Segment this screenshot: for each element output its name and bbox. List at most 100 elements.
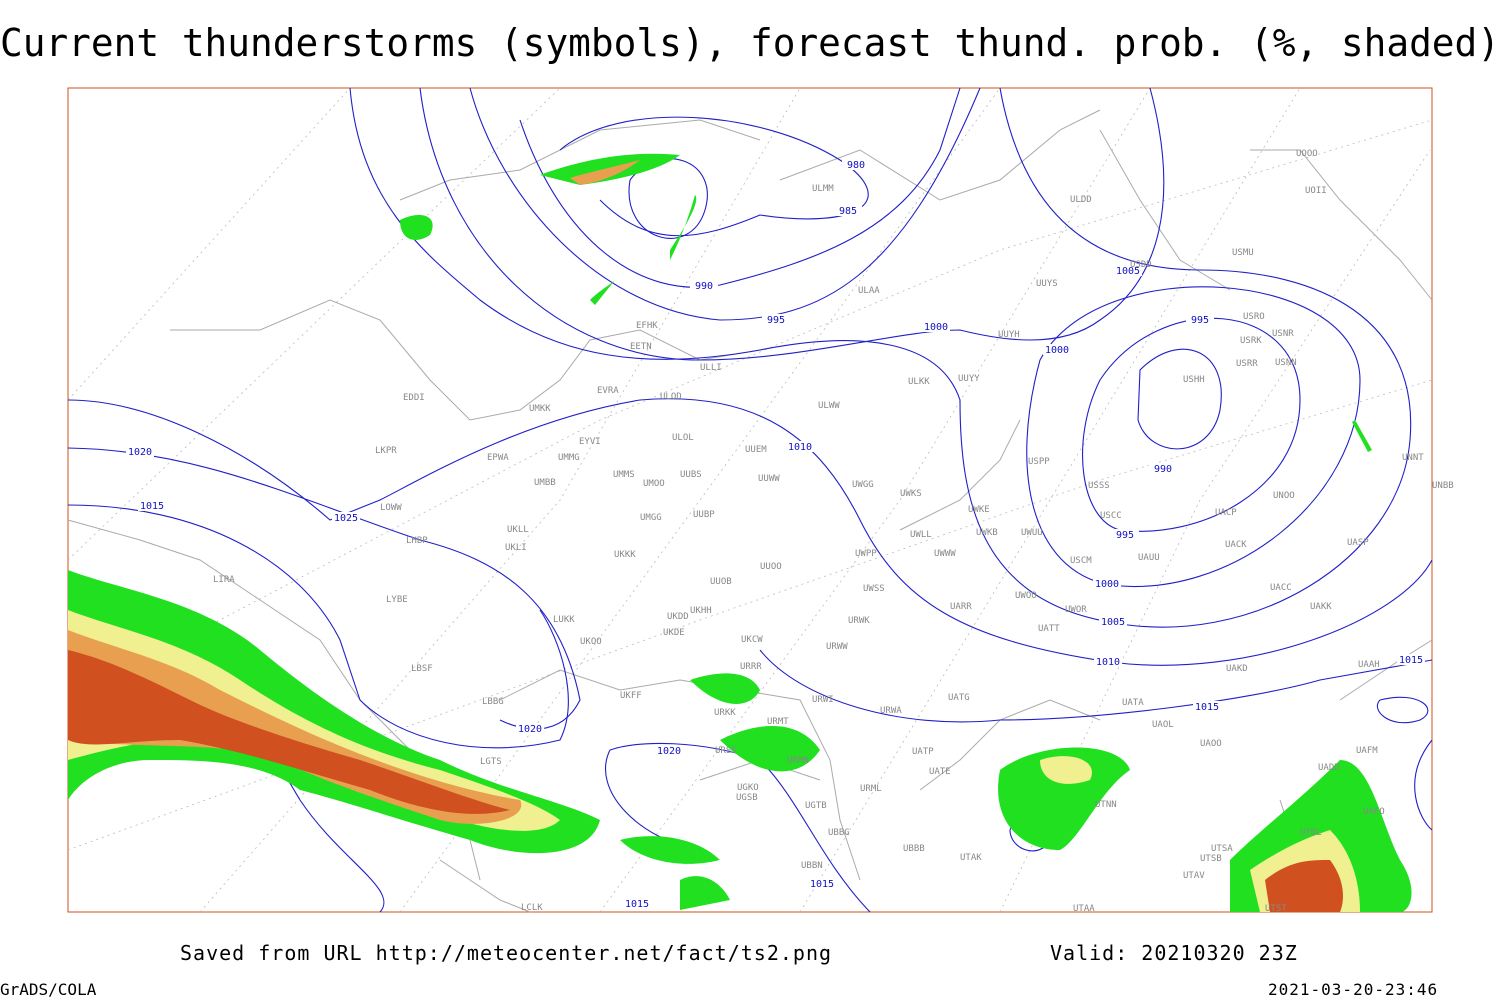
station-label: ULWW [818,401,840,411]
timestamp: 2021-03-20-23:46 [1268,980,1438,999]
station-label: URKK [714,708,736,718]
station-label: UTST [1265,904,1287,914]
station-label: UUOB [710,577,732,587]
station-label: LBBG [482,697,504,707]
station-label: UMBB [534,478,556,488]
station-label: UUBS [680,470,702,480]
isobar-label: 995 [1191,315,1209,326]
station-label: UKDE [663,628,685,638]
isobar-label: 1015 [625,899,649,910]
station-label: LKPR [375,446,397,456]
station-label: UWWW [934,549,956,559]
station-label: UWUU [1021,528,1043,538]
station-label: UWGG [852,480,874,490]
station-label: LBSF [411,664,433,674]
isobar-label: 995 [767,315,785,326]
station-label: EFHK [636,321,658,331]
station-label: UACP [1215,508,1237,518]
station-label: URWI [812,695,834,705]
station-label: UTSA [1211,844,1233,854]
station-label: UAKK [1310,602,1332,612]
station-label: LUKK [553,615,575,625]
station-label: UUYS [1036,279,1058,289]
station-label: UAUU [1138,553,1160,563]
station-label: UKDD [667,612,689,622]
isobar-label-bg [516,723,544,734]
station-label: UUOO [760,562,782,572]
isobar-label-bg [1397,654,1425,665]
station-label: USCM [1070,556,1092,566]
station-label: UWKS [900,489,922,499]
station-label: URMN [787,756,809,766]
isobar-label: 985 [839,206,857,217]
station-label: UBBB [903,844,925,854]
isobar-label: 1015 [1399,655,1423,666]
station-label: USDD [1130,260,1152,270]
isobar-label-bg [842,159,870,170]
isobar-label-bg [690,280,718,291]
station-label: UWSS [863,584,885,594]
isobar-label-bg [1193,701,1221,712]
station-label: UACC [1270,583,1292,593]
station-label: UKHH [690,606,712,616]
isobar-label: 990 [1154,464,1172,475]
station-label: LIRA [213,575,235,585]
isobar-label-bg [1114,265,1142,276]
station-label: ULAA [858,286,880,296]
station-label: UWKE [968,505,990,515]
isobar-label: 1005 [1101,617,1125,628]
station-label: EETN [630,342,652,352]
isobar-label-bg [332,512,360,523]
isobar-label: 1025 [334,513,358,524]
graticule [67,87,1433,913]
station-label: UBBG [828,828,850,838]
station-label: UKFF [620,691,642,701]
isobar-label-bg [1093,578,1121,589]
station-label: USSS [1088,481,1110,491]
isobar-label: 1020 [128,447,152,458]
station-label: UWOR [1065,605,1087,615]
station-label: URWA [880,706,902,716]
isobar-label: 990 [695,281,713,292]
station-label: ULMM [812,184,834,194]
station-label: UASP [1347,538,1369,548]
isobar-label: 1000 [924,322,948,333]
station-label: UGTB [805,801,827,811]
station-label: UTAK [960,853,982,863]
station-label: LCLK [521,903,543,913]
isobar-label-bg [1186,314,1214,325]
station-label: UTAV [1183,871,1205,881]
station-label: ULKK [908,377,930,387]
software: GrADS/COLA [0,980,97,999]
isobars [67,87,1433,913]
station-label: LHBP [406,536,428,546]
isobar-label: 1020 [657,746,681,757]
isobar-label: 1015 [1195,702,1219,713]
station-label: UATA [1122,698,1144,708]
title: Current thunderstorms (symbols), forecas… [0,21,1500,65]
station-label: EPWA [487,453,509,463]
isobar-label-bg [1111,529,1139,540]
isobar-label-bg [1099,616,1127,627]
station-label: UWPP [855,549,877,559]
map-frame [67,87,1433,913]
isobar-label-bg [1043,344,1071,355]
station-label: USRO [1243,312,1265,322]
station-label: UTDL [1300,828,1322,838]
station-label: UKOO [580,637,602,647]
station-label: UMMG [558,453,580,463]
station-label: UKLI [505,543,527,553]
valid-time: Valid: 20210320 23Z [1050,941,1298,965]
isobar-label: 995 [1116,530,1134,541]
labels: 980 985 990 995 1000 1000 995 990 995 1000 1005 100… [126,149,1454,914]
station-label: UNBB [1432,481,1454,491]
station-label: UKLL [507,525,529,535]
station-label: UATG [948,693,970,703]
station-label: UGKO [737,783,759,793]
isobar-label: 1010 [788,442,812,453]
station-label: EYVI [579,437,601,447]
isobar-label: 1015 [140,501,164,512]
station-label: EDDI [403,393,425,403]
isobar-label-bg [623,898,651,909]
